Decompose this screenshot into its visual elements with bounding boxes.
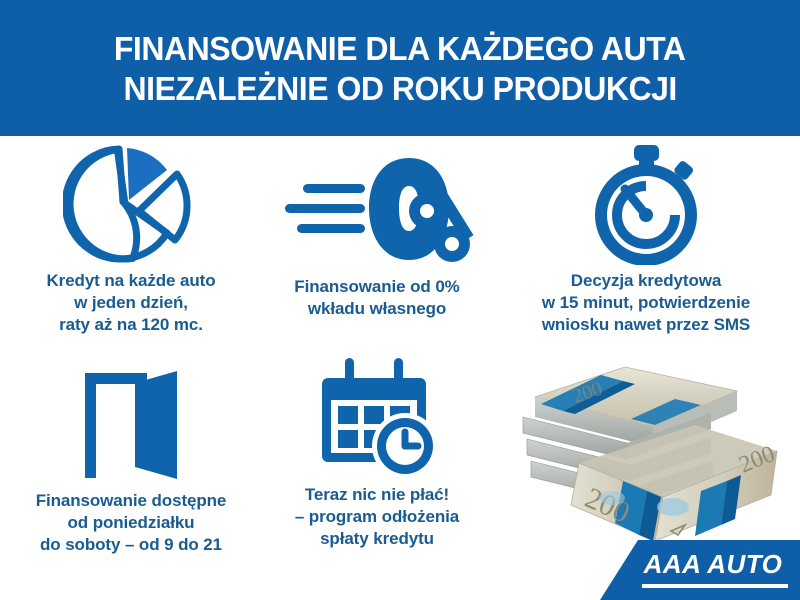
caption-line: od poniedziałku xyxy=(67,512,195,532)
zero-percent-icon-wrap xyxy=(262,150,492,270)
stopwatch-icon xyxy=(595,145,697,265)
money-stacks-image: 200 200 xyxy=(505,355,800,540)
caption-line: wniosku nawet przez SMS xyxy=(541,314,751,334)
caption-line: wkładu własnego xyxy=(307,298,447,318)
feature-caption: Kredyt na każde auto w jeden dzień, raty… xyxy=(0,270,262,335)
feature-caption: Finansowanie dostępne od poniedziałku do… xyxy=(0,490,262,555)
banknote-stacks-illustration: 200 200 xyxy=(522,366,779,540)
caption-line: Decyzja kredytowa xyxy=(570,271,722,290)
feature-grid: Kredyt na każde auto w jeden dzień, raty… xyxy=(0,136,800,600)
feature-caption: Teraz nic nie płać! – program odłożenia … xyxy=(262,484,492,549)
caption-line: raty aż na 120 mc. xyxy=(59,314,203,334)
caption-line: w 15 minut, potwierdzenie xyxy=(541,292,751,312)
open-door-icon-wrap xyxy=(0,364,262,484)
headline-line-1: FINANSOWANIE DLA KAŻDEGO AUTA xyxy=(114,29,686,67)
feature-caption: Finansowanie od 0% wkładu własnego xyxy=(262,276,492,320)
caption-line: Finansowanie od 0% xyxy=(294,277,460,296)
calendar-clock-icon-wrap xyxy=(262,357,492,479)
feature-credit-any-car: Kredyt na każde auto w jeden dzień, raty… xyxy=(0,144,262,335)
caption-line: – program odłożenia xyxy=(294,506,460,526)
logo-text: AAA AUTO xyxy=(643,549,783,579)
feature-deferred-payment: Teraz nic nie płać! – program odłożenia … xyxy=(262,357,492,549)
logo-background xyxy=(600,540,800,600)
pie-chart-icon xyxy=(63,145,191,263)
caption-line: Kredyt na każde auto xyxy=(46,271,216,290)
caption-line: Teraz nic nie płać! xyxy=(304,485,450,504)
headline-line-2: NIEZALEŻNIE OD ROKU PRODUKCJI xyxy=(123,70,677,107)
pie-chart-icon-wrap xyxy=(0,144,262,264)
feature-opening-hours: Finansowanie dostępne od poniedziałku do… xyxy=(0,364,262,555)
stopwatch-icon-wrap xyxy=(492,144,800,265)
caption-line: spłaty kredytu xyxy=(320,528,434,548)
open-door-icon xyxy=(85,370,177,479)
header-banner: FINANSOWANIE DLA KAŻDEGO AUTA NIEZALEŻNI… xyxy=(0,0,800,136)
caption-line: w jeden dzień, xyxy=(74,292,188,312)
zero-percent-icon xyxy=(285,158,474,262)
feature-caption: Decyzja kredytowa w 15 minut, potwierdze… xyxy=(492,270,800,335)
caption-line: Finansowanie dostępne xyxy=(35,491,227,510)
caption-line: do soboty – od 9 do 21 xyxy=(40,534,222,554)
aaa-auto-logo[interactable]: AAA AUTO xyxy=(600,540,800,600)
logo-underline xyxy=(642,584,788,588)
calendar-clock-icon xyxy=(322,357,438,479)
feature-fast-decision: Decyzja kredytowa w 15 minut, potwierdze… xyxy=(492,144,800,335)
feature-zero-percent: Finansowanie od 0% wkładu własnego xyxy=(262,150,492,320)
